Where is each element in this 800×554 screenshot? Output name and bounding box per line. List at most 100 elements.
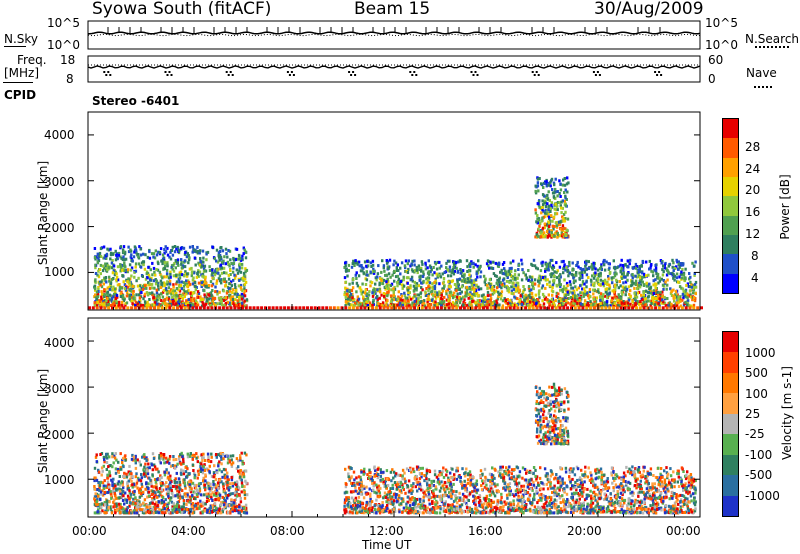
- power-cell: [550, 203, 553, 207]
- power-cell: [581, 276, 584, 280]
- power-cell: [674, 290, 678, 294]
- velocity-cell: [165, 487, 168, 491]
- power-cell: [238, 296, 241, 299]
- velocity-cell: [192, 504, 195, 508]
- power-cell: [130, 274, 133, 278]
- power-cell: [440, 304, 443, 308]
- power-cell: [121, 248, 125, 252]
- power-cell: [509, 261, 512, 265]
- power-cell: [583, 299, 587, 303]
- power-cell: [666, 297, 669, 300]
- power-cell: [143, 292, 147, 296]
- power-ground-cell: [91, 306, 95, 310]
- power-cell: [388, 258, 392, 262]
- power-cell: [486, 286, 489, 290]
- power-cell: [116, 265, 120, 269]
- power-cell: [238, 257, 242, 261]
- power-cell: [462, 276, 466, 280]
- power-cell: [106, 300, 110, 303]
- power-cell: [490, 266, 494, 270]
- power-cell: [619, 284, 622, 288]
- power-cell: [161, 257, 165, 261]
- power-cell: [615, 272, 618, 276]
- power-cell: [528, 289, 531, 293]
- power-cell: [468, 293, 472, 297]
- velocity-cell: [137, 476, 140, 480]
- power-cell: [216, 260, 220, 264]
- power-cell: [580, 268, 583, 272]
- velocity-cell: [234, 498, 237, 501]
- power-cell: [243, 277, 247, 281]
- velocity-cell: [230, 464, 234, 468]
- power-cell: [454, 262, 457, 266]
- power-cell: [133, 271, 136, 274]
- power-cell: [523, 295, 526, 299]
- power-cell: [462, 300, 465, 304]
- power-cell: [653, 300, 656, 304]
- power-cell: [657, 295, 660, 298]
- power-cell: [691, 298, 694, 302]
- power-cell: [634, 279, 638, 283]
- power-cell: [347, 263, 351, 267]
- power-cell: [619, 296, 623, 300]
- power-cell: [382, 266, 385, 270]
- power-cell: [613, 288, 616, 292]
- power-cell: [562, 302, 565, 306]
- power-cell: [227, 277, 231, 281]
- power-cell: [635, 275, 639, 279]
- power-cell: [515, 281, 518, 285]
- power-ground-cell: [313, 306, 317, 310]
- power-cell: [617, 298, 620, 302]
- power-cell: [451, 268, 455, 272]
- power-cell: [184, 282, 187, 286]
- power-cell: [661, 268, 664, 272]
- power-cell: [112, 295, 115, 299]
- power-cell: [433, 281, 436, 284]
- power-cell: [222, 299, 226, 302]
- power-cell: [468, 300, 472, 304]
- power-cell: [599, 298, 602, 302]
- power-cell: [637, 290, 641, 294]
- velocity-cell: [191, 463, 195, 467]
- power-cell: [223, 280, 226, 283]
- power-cell: [549, 207, 553, 211]
- power-cell: [517, 263, 521, 267]
- power-cell: [158, 270, 162, 274]
- power-cell: [161, 290, 165, 294]
- power-cell: [145, 303, 149, 307]
- power-cell: [366, 296, 370, 300]
- velocity-cell: [177, 485, 181, 489]
- power-cell: [613, 290, 616, 294]
- power-cell: [651, 270, 655, 274]
- power-cell: [393, 279, 396, 283]
- power-cell: [180, 287, 183, 291]
- velocity-cell: [220, 457, 223, 461]
- power-cell: [693, 273, 696, 277]
- velocity-cell: [108, 487, 111, 491]
- power-cell: [654, 263, 657, 267]
- power-cell: [355, 261, 359, 265]
- power-cell: [228, 294, 231, 298]
- power-cell: [648, 299, 652, 303]
- power-cell: [548, 199, 551, 202]
- power-cell: [239, 270, 243, 274]
- power-cell: [487, 303, 491, 307]
- velocity-cell: [199, 482, 202, 485]
- power-cell: [159, 247, 163, 251]
- power-cell: [592, 298, 596, 301]
- power-cell: [210, 268, 214, 272]
- velocity-cell: [140, 476, 143, 480]
- velocity-cell: [234, 493, 237, 497]
- velocity-cell: [140, 494, 143, 498]
- power-cell: [204, 284, 207, 288]
- power-cell: [582, 294, 585, 298]
- power-ground-cell: [566, 306, 570, 310]
- power-cell: [627, 303, 630, 307]
- power-cell: [612, 266, 616, 270]
- power-cell: [114, 270, 117, 274]
- power-cell: [239, 303, 242, 307]
- power-cell: [116, 278, 120, 282]
- power-cell: [524, 302, 527, 306]
- power-cell: [200, 264, 204, 268]
- velocity-cell: [209, 460, 213, 464]
